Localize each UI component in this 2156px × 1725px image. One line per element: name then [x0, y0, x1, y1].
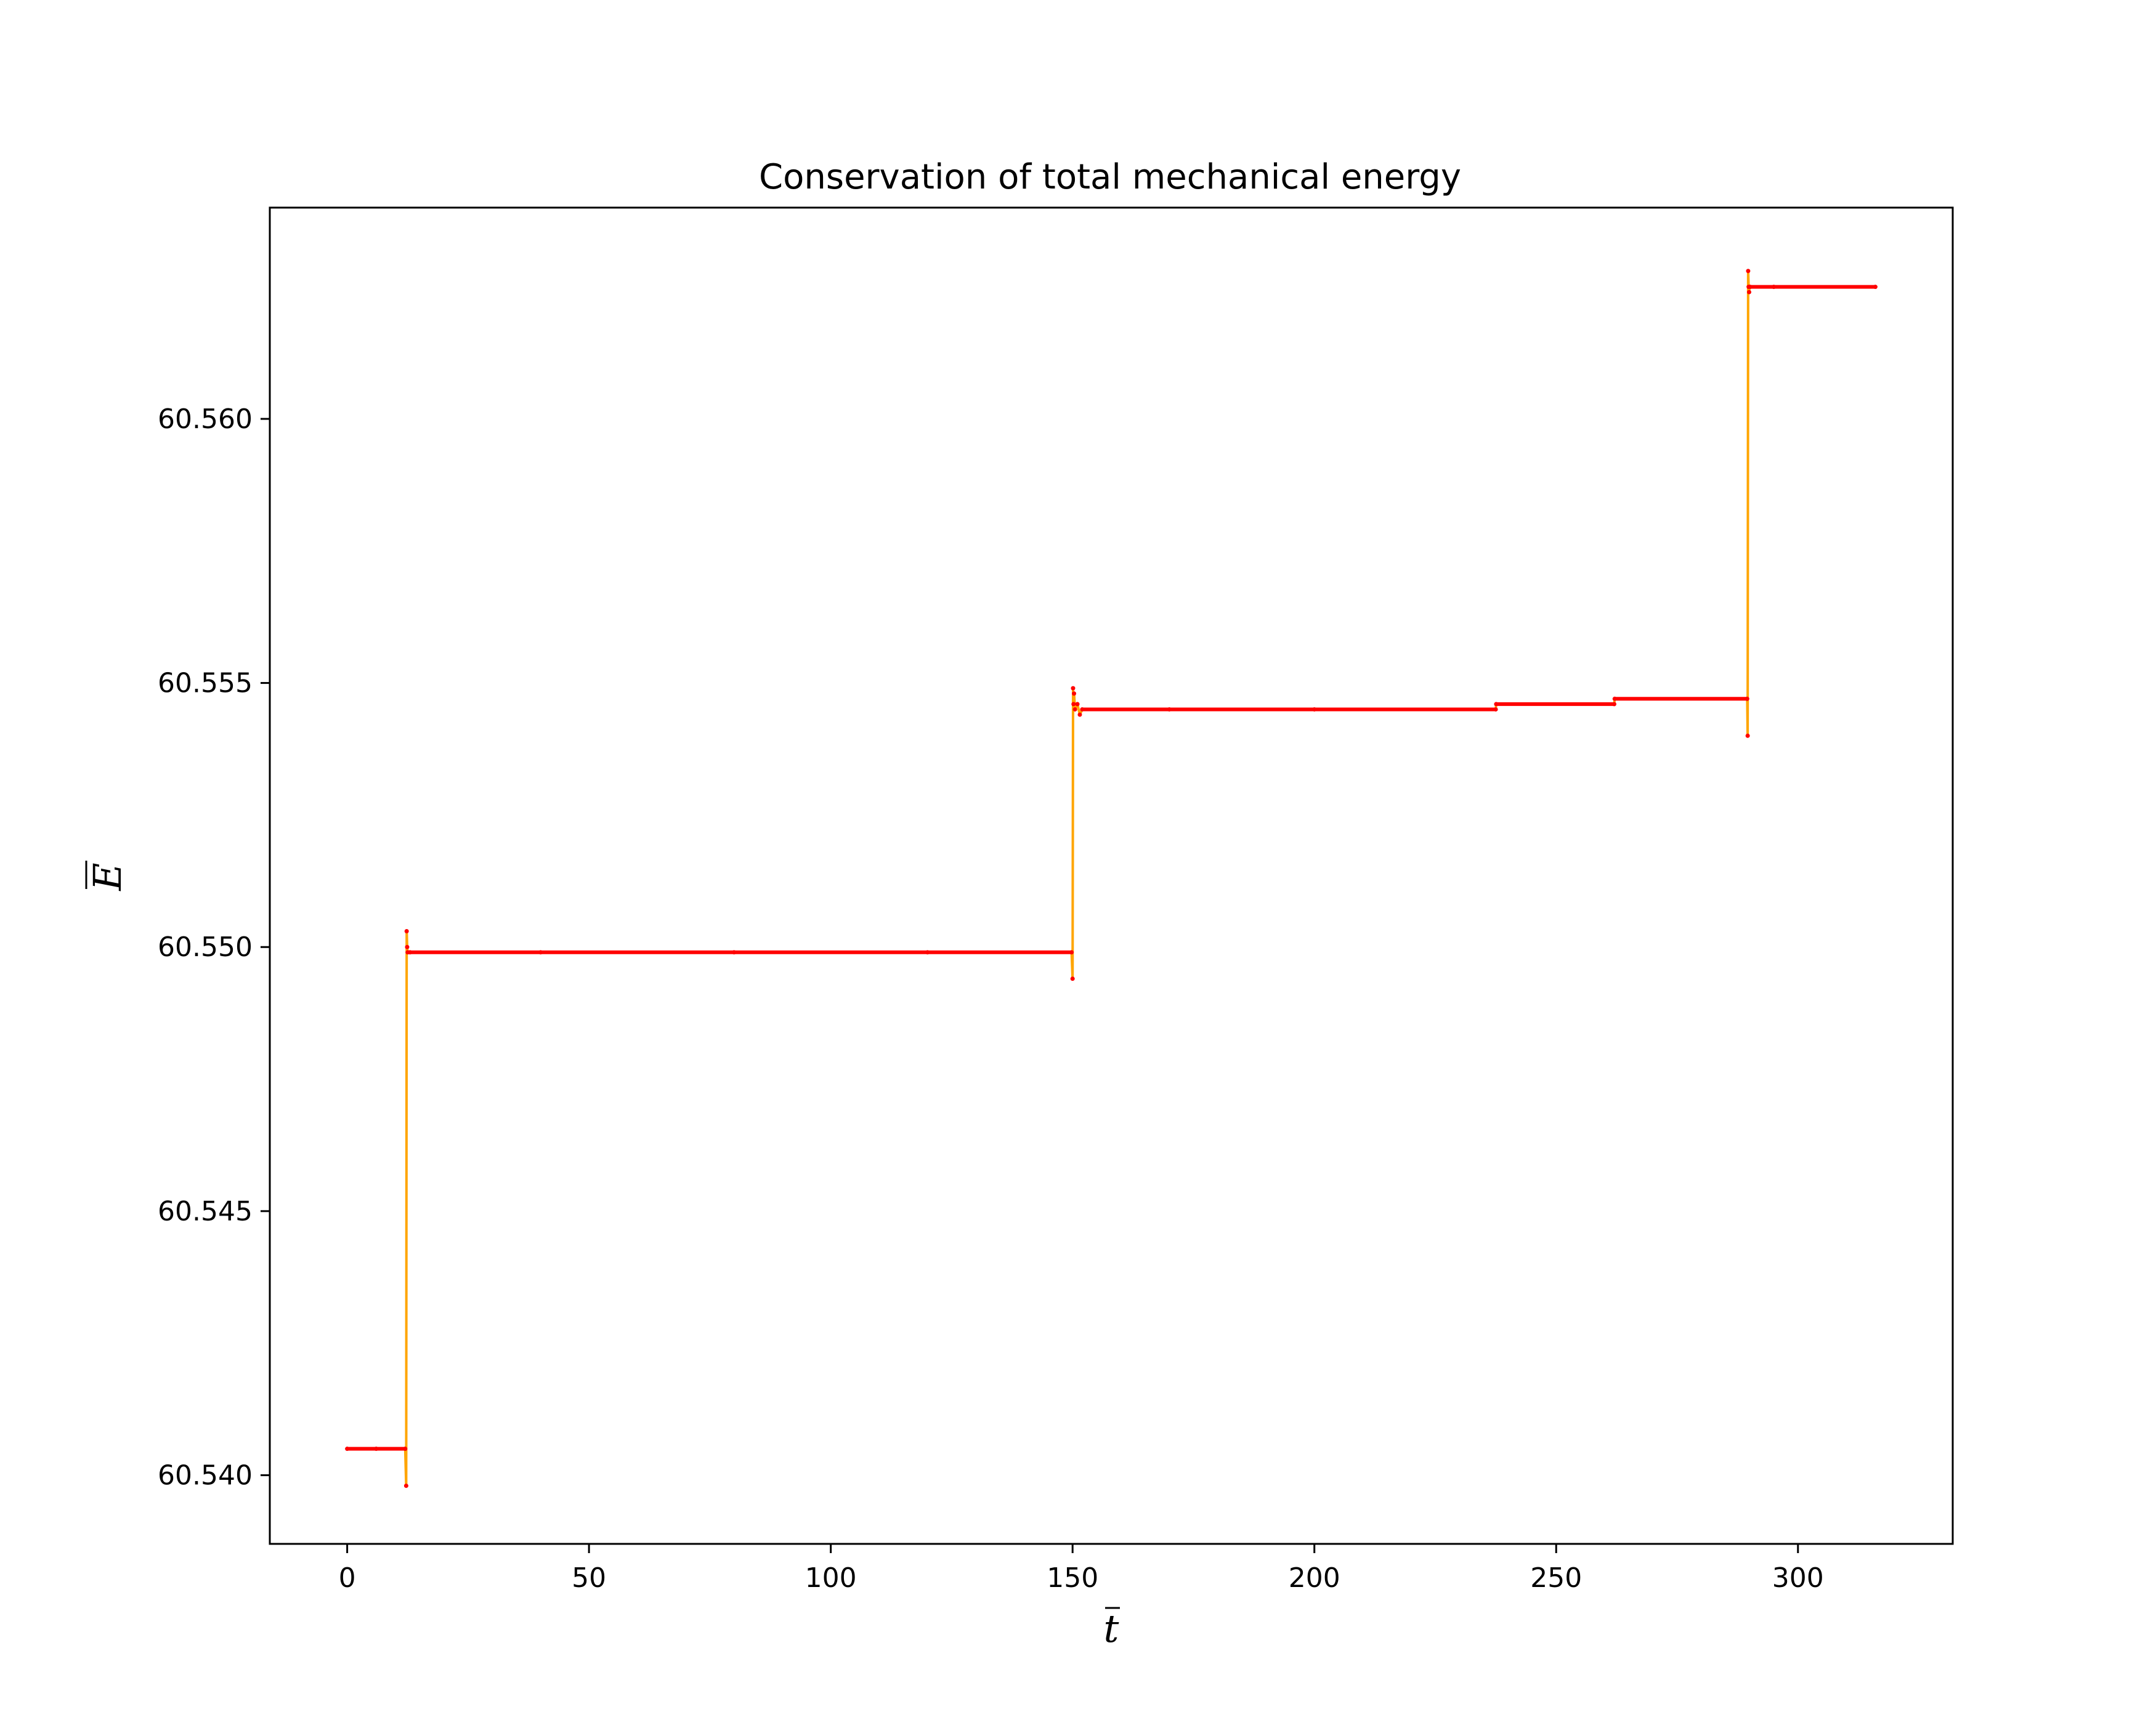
data-point: [1080, 707, 1085, 712]
y-axis-label-group: E: [85, 861, 130, 891]
x-tick-label: 100: [805, 1562, 857, 1594]
x-tick-label: 50: [572, 1562, 606, 1594]
y-tick-label: 60.550: [158, 932, 253, 963]
plot-series: [345, 269, 1878, 1488]
data-point: [1611, 702, 1616, 707]
data-point: [1745, 696, 1749, 701]
data-point: [404, 929, 409, 934]
x-tick-label: 150: [1047, 1562, 1098, 1594]
data-point: [1745, 733, 1750, 738]
data-point: [1069, 950, 1074, 955]
data-point: [1493, 707, 1498, 712]
data-point: [1071, 686, 1076, 691]
data-point: [1072, 707, 1077, 712]
data-point: [925, 950, 930, 955]
data-point: [1071, 702, 1076, 707]
series-line: [347, 269, 1876, 1487]
data-point: [1070, 976, 1075, 981]
data-point: [1167, 707, 1172, 712]
data-point: [1075, 702, 1080, 707]
data-point: [538, 950, 543, 955]
y-axis: 60.540 60.545 60.550 60.555 60.560: [158, 404, 270, 1492]
data-point: [405, 944, 410, 949]
x-axis-label: t: [1104, 1606, 1119, 1651]
x-axis: 0 50 100 150 200 250 300: [339, 1544, 1824, 1594]
y-tick-label: 60.540: [158, 1460, 253, 1492]
y-tick-label: 60.545: [158, 1196, 253, 1227]
data-point: [732, 950, 737, 955]
data-point: [1746, 269, 1751, 274]
data-point: [374, 1447, 379, 1451]
data-point: [1748, 285, 1753, 290]
plot-frame: [269, 206, 1954, 1545]
x-tick-label: 0: [339, 1562, 356, 1594]
data-point: [1873, 285, 1878, 290]
y-tick-label: 60.560: [158, 404, 253, 435]
data-point: [1072, 691, 1077, 696]
x-tick-label: 250: [1530, 1562, 1582, 1594]
data-point: [408, 950, 413, 955]
x-tick-label: 200: [1289, 1562, 1340, 1594]
data-point: [1312, 707, 1317, 712]
data-point: [403, 1484, 408, 1488]
chart-title: Conservation of total mechanical energy: [759, 157, 1461, 197]
y-axis-label: E: [85, 862, 130, 891]
data-point: [1612, 696, 1617, 701]
data-point: [1077, 712, 1082, 717]
y-tick-label: 60.555: [158, 668, 253, 699]
data-point: [345, 1447, 350, 1451]
data-point: [1494, 702, 1499, 707]
x-axis-label-group: t: [1104, 1606, 1120, 1651]
data-point: [403, 1447, 408, 1451]
data-point: [1746, 290, 1751, 294]
x-tick-label: 300: [1772, 1562, 1824, 1594]
data-point: [1772, 285, 1777, 290]
